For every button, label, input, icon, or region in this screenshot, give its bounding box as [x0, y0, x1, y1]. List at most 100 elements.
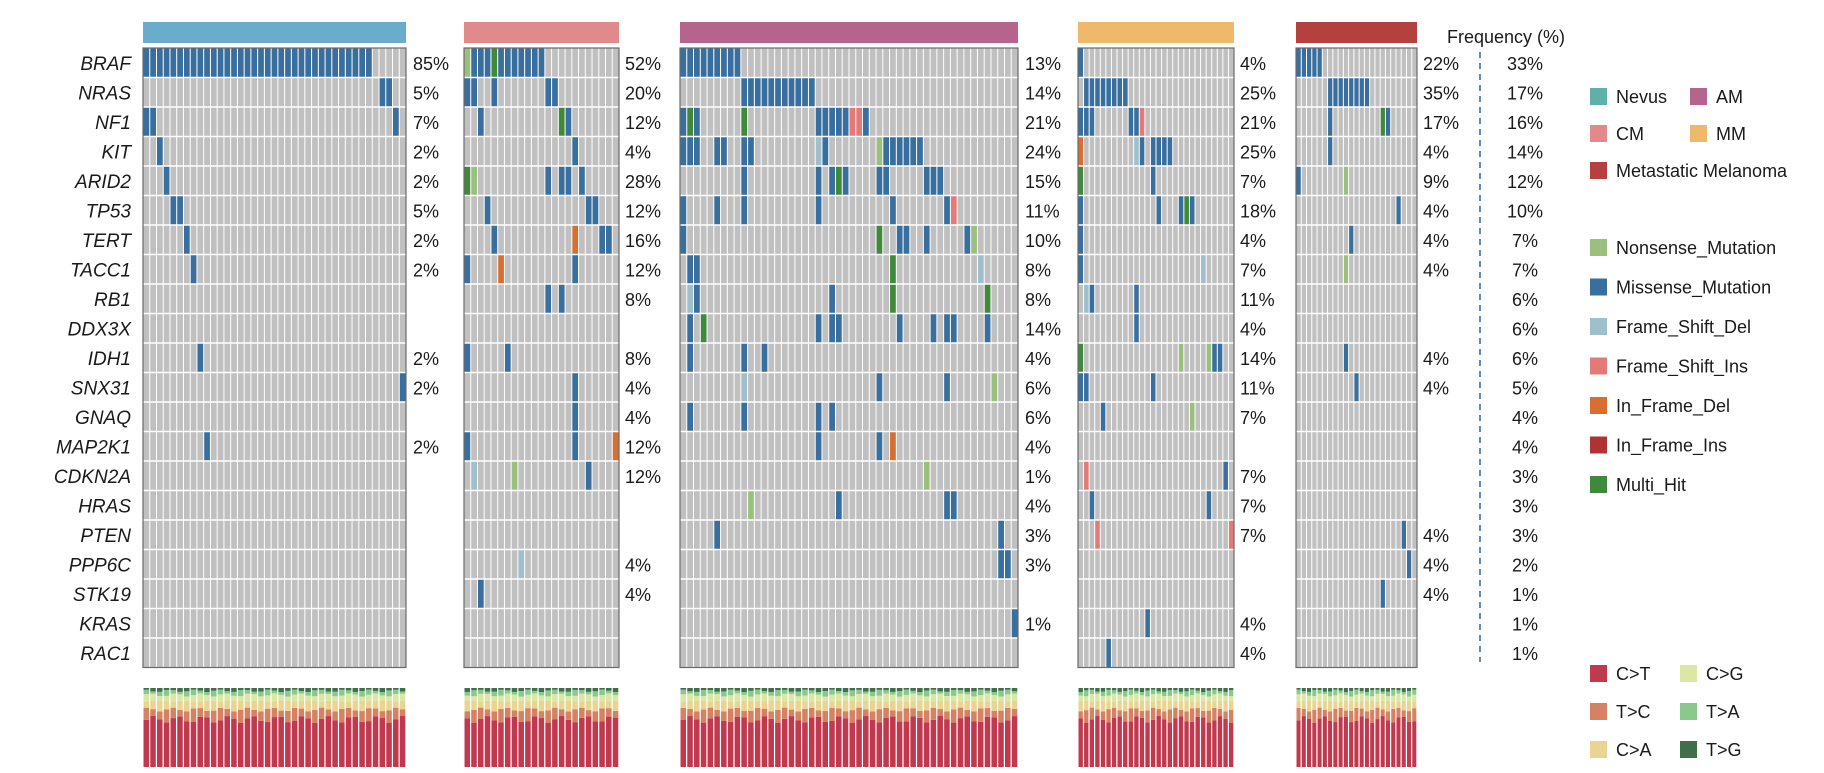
- legend-swatch-frame_shift_ins: [1590, 357, 1607, 375]
- spectrum-segment: [572, 689, 578, 696]
- legend-swatch-in_frame_del: [1590, 397, 1607, 414]
- spectrum-segment: [393, 689, 399, 695]
- spectrum-segment: [525, 708, 531, 722]
- group-frequency-label: 7%: [1240, 467, 1266, 487]
- spectrum-segment: [224, 708, 230, 717]
- spectrum-segment: [957, 690, 964, 694]
- spectrum-segment: [484, 693, 491, 701]
- mutation-cell: [149, 107, 157, 137]
- spectrum-segment: [1312, 690, 1317, 697]
- spectrum-segment: [244, 688, 251, 690]
- spectrum-segment: [1333, 695, 1338, 702]
- spectrum-segment: [971, 711, 977, 722]
- group-bar-1: [464, 22, 619, 43]
- mutation-cell: [815, 313, 822, 343]
- mutation-cell: [740, 77, 748, 107]
- spectrum-segment: [143, 688, 150, 690]
- group-frequency-label: 13%: [1025, 54, 1061, 74]
- spectrum-segment: [170, 707, 177, 719]
- spectrum-segment: [379, 700, 386, 712]
- spectrum-segment: [694, 695, 700, 701]
- spectrum-segment: [998, 722, 1004, 767]
- spectrum-segment: [177, 710, 183, 717]
- mutation-cell: [304, 48, 312, 78]
- spectrum-segment: [1184, 691, 1189, 697]
- mutation-cell: [544, 77, 552, 107]
- spectrum-segment: [386, 690, 392, 697]
- mutation-cell: [693, 48, 701, 78]
- spectrum-segment: [1089, 688, 1095, 690]
- spectrum-segment: [183, 721, 190, 767]
- spectrum-segment: [1375, 693, 1380, 702]
- spectrum-segment: [1396, 701, 1401, 708]
- spectrum-segment: [558, 700, 565, 710]
- spectrum-segment: [998, 690, 1004, 697]
- mutation-cell: [693, 107, 701, 137]
- spectrum-segment: [224, 691, 230, 694]
- spectrum-segment: [984, 688, 991, 691]
- mutation-cell: [1083, 107, 1090, 137]
- mutation-cell: [571, 372, 579, 402]
- spectrum-segment: [305, 711, 311, 719]
- spectrum-segment: [518, 711, 524, 722]
- spectrum-segment: [143, 694, 150, 702]
- spectrum-segment: [464, 718, 471, 767]
- mutation-cell: [680, 136, 687, 166]
- spectrum-segment: [1370, 688, 1375, 691]
- spectrum-segment: [835, 693, 842, 702]
- gene-label-SNX31: SNX31: [71, 378, 131, 399]
- overall-frequency-label: 14%: [1507, 142, 1543, 162]
- spectrum-segment: [1184, 700, 1189, 712]
- spectrum-segment: [781, 688, 788, 690]
- mutation-cell: [720, 48, 728, 78]
- spectrum-segment: [366, 721, 372, 767]
- grid-border-0: [142, 47, 407, 669]
- spectrum-segment: [217, 720, 224, 767]
- spectrum-segment: [1100, 719, 1106, 767]
- spectrum-segment: [1100, 691, 1106, 697]
- gene-label-KIT: KIT: [101, 142, 132, 163]
- mutation-grids: [142, 47, 1418, 669]
- spectrum-segment: [1189, 695, 1195, 702]
- mutation-cell: [464, 48, 471, 78]
- spectrum-segment: [1078, 711, 1083, 719]
- mutation-cell: [203, 431, 211, 461]
- spectrum-segment: [937, 693, 943, 701]
- mutation-cell: [497, 48, 505, 78]
- spectrum-segment: [599, 689, 605, 695]
- spectrum-segment: [903, 689, 910, 695]
- spectrum-segment: [1178, 694, 1184, 701]
- spectrum-segment: [525, 694, 531, 702]
- spectrum-segment: [1162, 688, 1167, 692]
- spectrum-segment: [1391, 708, 1396, 723]
- spectrum-segment: [977, 688, 984, 690]
- spectrum-segment: [572, 722, 578, 767]
- spectrum-segment: [1412, 694, 1417, 702]
- spectrum-segment: [930, 701, 937, 708]
- spectrum-segment: [592, 711, 599, 722]
- legend-label-substitution: C>A: [1616, 740, 1652, 760]
- mutation-cell: [511, 48, 518, 78]
- spectrum-segment: [964, 709, 970, 717]
- spectrum-segment: [1338, 701, 1343, 708]
- spectrum-segment: [491, 711, 497, 721]
- spectrum-segment: [849, 722, 856, 767]
- mutation-cell: [997, 549, 1005, 579]
- mutation-cell: [1332, 77, 1339, 107]
- group-frequency-label: 4%: [1025, 349, 1051, 369]
- group-frequency-label: 14%: [1240, 349, 1276, 369]
- spectrum-segment: [741, 694, 747, 701]
- spectrum-segment: [352, 694, 359, 701]
- spectrum-segment: [271, 707, 278, 718]
- spectrum-segment: [1167, 709, 1173, 723]
- mutation-cell: [210, 48, 218, 78]
- group-frequency-label: 6%: [1025, 378, 1051, 398]
- spectrum-segment: [991, 688, 998, 693]
- mutation-cell: [977, 254, 985, 284]
- spectrum-segment: [285, 722, 291, 767]
- spectrum-segment: [754, 701, 761, 708]
- spectrum-segment: [1228, 722, 1234, 767]
- gene-label-IDH1: IDH1: [88, 349, 131, 370]
- spectrum-segment: [1134, 708, 1139, 717]
- mutation-cell: [740, 107, 748, 137]
